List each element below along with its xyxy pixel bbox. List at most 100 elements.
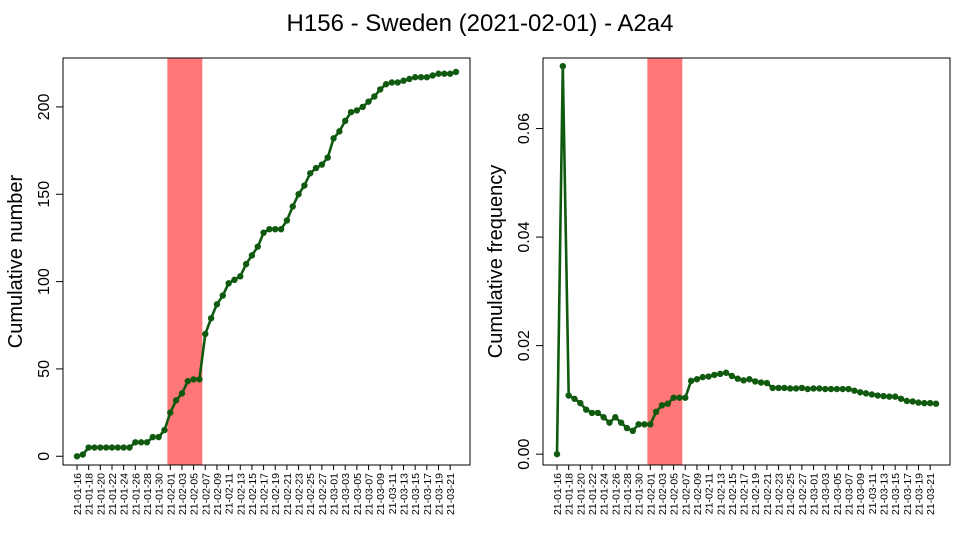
x-tick-label: 21-03-13: [879, 473, 891, 515]
data-point: [196, 376, 203, 383]
x-tick-label: 21-03-15: [410, 473, 422, 515]
x-tick-label: 21-01-20: [575, 473, 587, 515]
data-point: [266, 225, 273, 233]
data-point: [757, 379, 765, 386]
data-point: [822, 385, 829, 393]
data-point: [143, 439, 151, 446]
data-point: [400, 77, 407, 84]
data-point: [769, 384, 776, 392]
x-tick-label: 21-03-07: [364, 473, 376, 515]
data-point: [641, 421, 648, 428]
data-point: [126, 444, 133, 451]
data-point: [155, 433, 162, 441]
x-tick-label: 21-03-13: [399, 473, 411, 515]
x-tick-label: 21-03-19: [914, 473, 926, 515]
x-tick-label: 21-03-11: [387, 473, 399, 514]
x-tick-label: 21-02-21: [282, 473, 294, 515]
x-tick-label: 21-01-28: [622, 473, 634, 515]
data-point: [307, 170, 314, 177]
data-point: [85, 444, 92, 451]
data-point: [272, 225, 279, 233]
x-tick-label: 21-02-27: [797, 473, 809, 515]
data-point: [670, 394, 677, 401]
data-point: [658, 402, 666, 409]
x-tick-label: 21-01-24: [119, 473, 131, 515]
data-point: [909, 398, 916, 405]
data-point: [225, 280, 232, 287]
data-point: [897, 395, 905, 402]
data-point: [553, 450, 561, 458]
data-point: [652, 408, 660, 416]
data-point: [190, 376, 197, 383]
data-point: [411, 74, 419, 81]
data-point: [682, 394, 689, 401]
data-point: [635, 421, 642, 428]
x-tick-label: 21-03-19: [434, 473, 446, 515]
data-point: [289, 203, 296, 210]
data-point: [810, 385, 817, 392]
x-tick-label: 21-02-03: [177, 473, 189, 515]
data-point: [336, 128, 343, 135]
x-tick-label: 21-02-03: [657, 473, 669, 515]
data-point: [612, 414, 619, 421]
x-tick-label: 21-01-30: [154, 473, 166, 515]
data-point: [446, 70, 454, 77]
x-tick-label: 21-02-09: [212, 473, 224, 515]
data-point: [254, 243, 261, 250]
data-point: [839, 385, 846, 393]
x-tick-label: 21-03-01: [809, 473, 821, 515]
data-point: [781, 384, 788, 392]
data-point: [382, 81, 390, 88]
x-tick-label: 21-01-20: [95, 473, 107, 515]
x-tick-label: 21-02-05: [189, 473, 201, 515]
data-point: [687, 377, 695, 385]
data-point: [347, 108, 355, 116]
data-point: [880, 392, 887, 400]
data-point: [371, 93, 378, 100]
data-point: [816, 385, 823, 392]
data-point: [565, 392, 572, 399]
x-tick-label: 21-03-15: [890, 473, 902, 515]
data-point: [108, 444, 116, 451]
data-point: [161, 426, 168, 434]
x-tick-label: 21-01-18: [84, 473, 96, 515]
x-tick-label: 21-02-15: [727, 473, 739, 515]
x-tick-label: 21-03-01: [329, 473, 341, 515]
data-point: [417, 74, 425, 81]
data-point: [97, 444, 104, 451]
data-point: [441, 70, 448, 77]
x-tick-label: 21-02-09: [692, 473, 704, 515]
x-tick-label: 21-03-17: [902, 473, 914, 515]
data-point: [606, 419, 613, 426]
x-tick-label: 21-03-03: [820, 473, 832, 515]
x-tick-label: 21-02-21: [762, 473, 774, 515]
x-tick-label: 21-01-24: [599, 473, 611, 515]
y-tick-label: 0.02: [516, 330, 533, 361]
y-tick-label: 0.06: [516, 113, 533, 144]
data-point: [874, 392, 881, 399]
data-point: [728, 372, 736, 380]
data-point: [429, 72, 436, 79]
x-tick-label: 21-02-15: [247, 473, 259, 515]
x-tick-label: 21-02-13: [235, 473, 247, 515]
data-point: [132, 439, 139, 446]
data-point: [717, 370, 724, 378]
data-point: [365, 98, 372, 105]
data-point: [207, 315, 215, 322]
data-point: [312, 164, 320, 172]
data-point: [172, 397, 180, 404]
data-point: [693, 376, 701, 383]
data-point: [423, 74, 431, 81]
data-point: [594, 409, 602, 417]
data-point: [79, 451, 87, 458]
data-point: [740, 377, 747, 384]
x-tick-label: 21-02-11: [224, 473, 236, 514]
data-point: [932, 400, 940, 407]
data-point: [845, 385, 852, 393]
x-tick-label: 21-02-01: [165, 473, 177, 515]
x-tick-label: 21-02-19: [270, 473, 282, 515]
data-point: [406, 75, 413, 83]
data-point: [318, 161, 326, 168]
x-tick-label: 21-01-16: [552, 473, 564, 515]
data-point: [353, 107, 361, 114]
